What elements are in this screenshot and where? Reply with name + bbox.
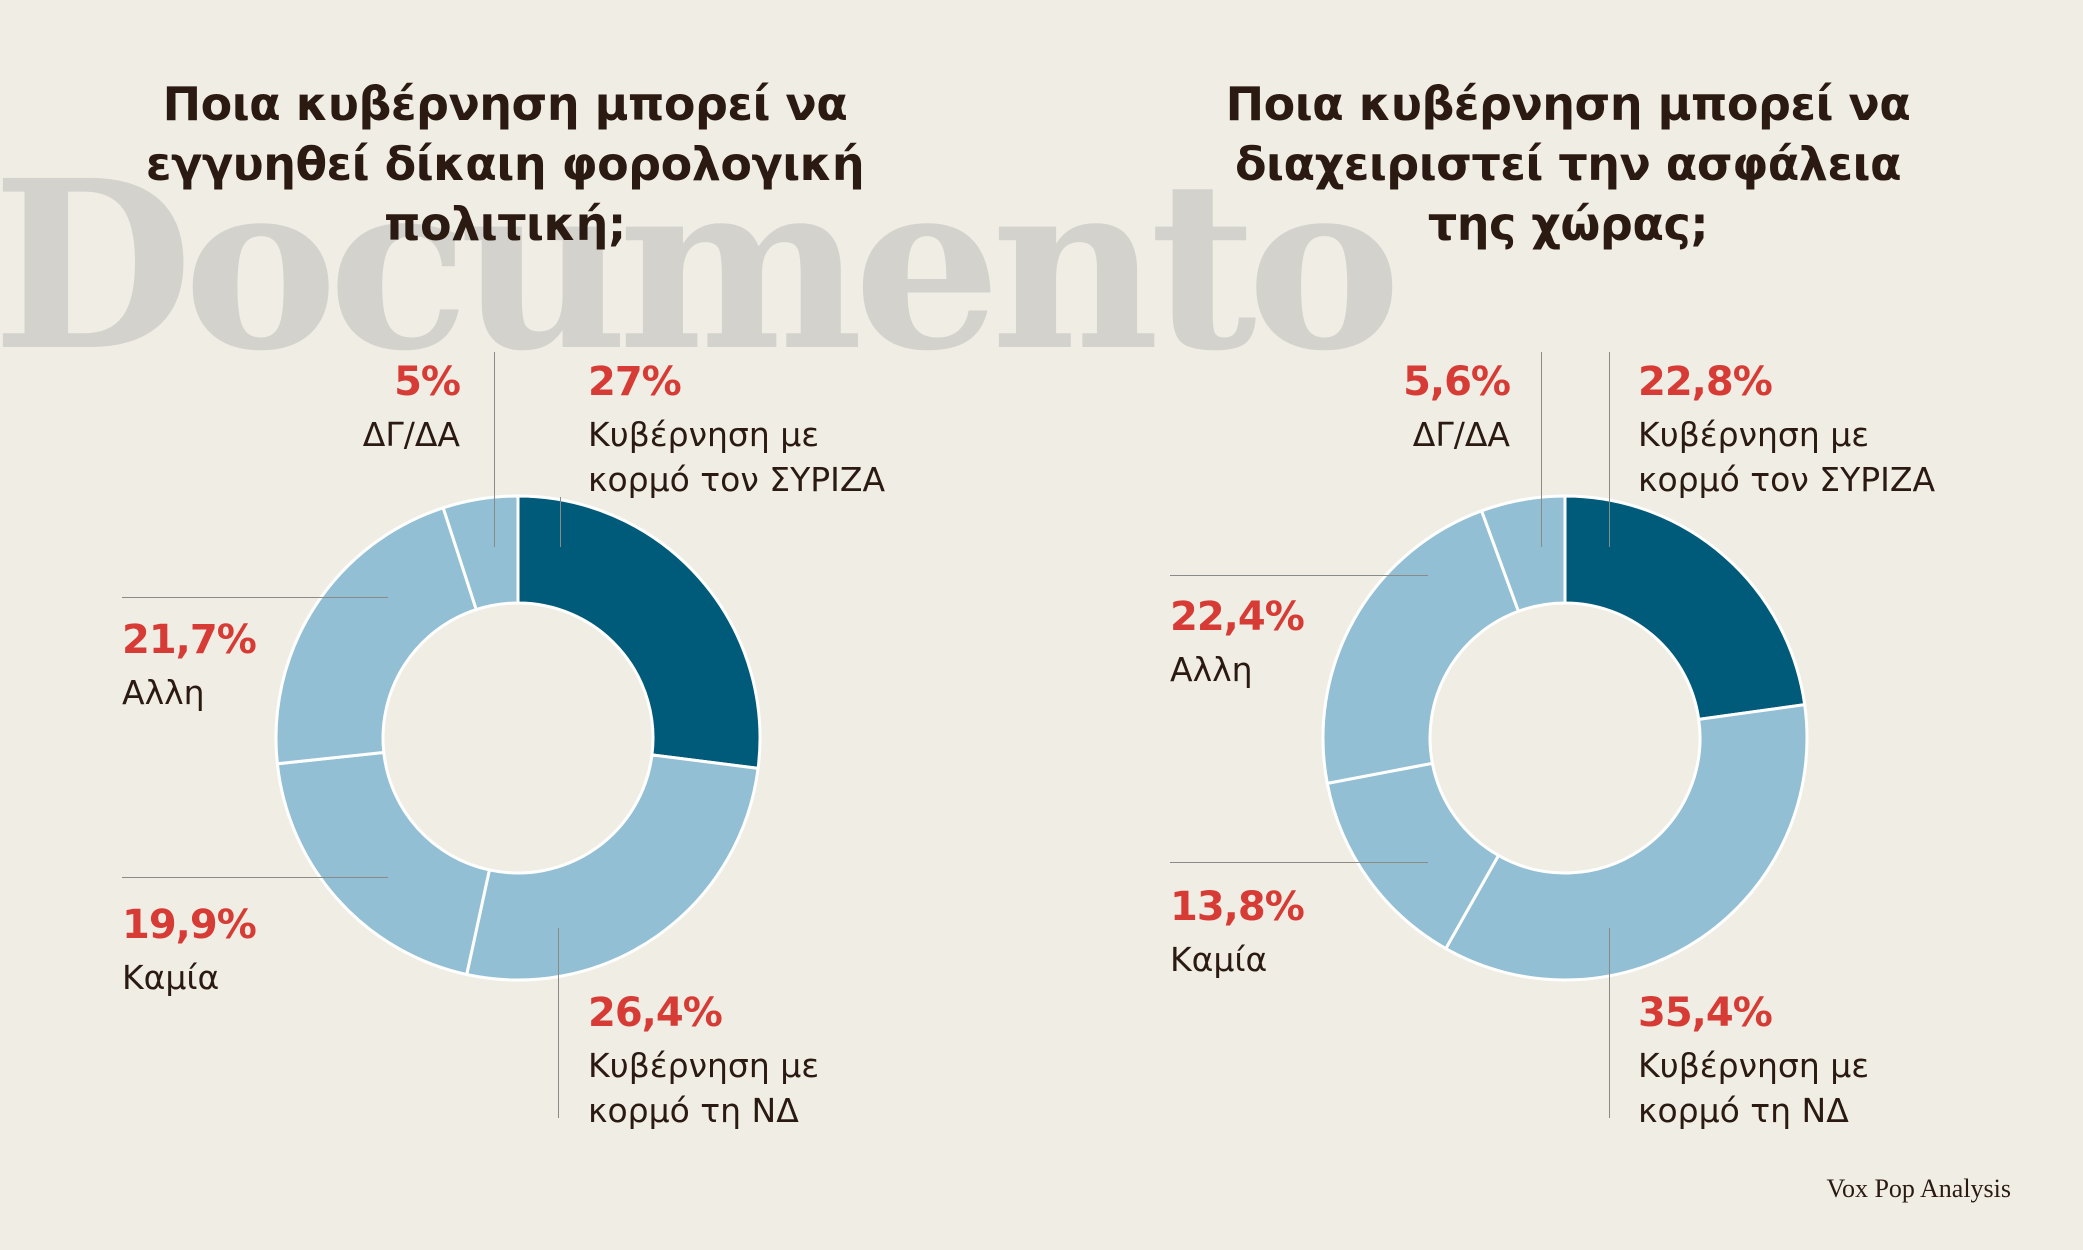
leader-line (1170, 575, 1428, 576)
value-label: 5,6% (1403, 359, 1511, 405)
category-label: Κυβέρνηση με κορμό τη ΝΔ (1638, 1046, 1870, 1130)
label-nd: 26,4% Κυβέρνηση με κορμό τη ΝΔ (588, 993, 848, 1133)
donut-slice-1-1 (516, 494, 762, 771)
category-label: ΔΓ/ΔΑ (362, 415, 460, 454)
label-syriza: 27% Κυβέρνηση με κορμό τον ΣΥΡΙΖΑ (588, 362, 928, 502)
leader-line (122, 597, 388, 598)
value-label: 35,4% (1638, 990, 1773, 1036)
value-label: 22,8% (1638, 359, 1773, 405)
donut-slice-1-3 (275, 750, 492, 977)
donut-slice-1-2 (464, 753, 760, 982)
category-label: Καμία (1170, 940, 1268, 979)
value-label: 21,7% (122, 617, 257, 663)
category-label: Κυβέρνηση με κορμό τη ΝΔ (588, 1046, 820, 1130)
label-none: 13,8% Καμία (1170, 884, 1305, 982)
label-dk-na: 5% ΔΓ/ΔΑ (300, 359, 461, 457)
leader-line (1170, 862, 1428, 863)
label-dk-na: 5,6% ΔΓ/ΔΑ (1350, 359, 1511, 457)
label-other: 21,7% Αλλη (122, 617, 257, 715)
donut-slice-2-1 (1563, 494, 1807, 722)
category-label: Καμία (122, 958, 220, 997)
leader-line (1541, 352, 1542, 547)
leader-line (122, 877, 388, 878)
leader-line (560, 497, 561, 547)
label-nd: 35,4% Κυβέρνηση με κορμό τη ΝΔ (1638, 993, 1898, 1133)
category-label: ΔΓ/ΔΑ (1412, 415, 1510, 454)
leader-line (494, 352, 495, 547)
documento-watermark: Documento (0, 129, 1402, 402)
value-label: 22,4% (1170, 594, 1305, 640)
value-label: 13,8% (1170, 884, 1305, 930)
value-label: 26,4% (588, 990, 723, 1036)
donut-slice-2-2 (1443, 702, 1809, 982)
donut-slice-1-4 (274, 505, 479, 766)
chart-2-title: Ποια κυβέρνηση μπορεί να διαχειριστεί τη… (1225, 77, 1911, 251)
leader-line (1609, 352, 1610, 547)
leader-line (1609, 928, 1610, 1118)
category-label: Αλλη (122, 673, 205, 712)
donut-slice-1-5 (441, 494, 520, 612)
category-label: Κυβέρνηση με κορμό τον ΣΥΡΙΖΑ (1638, 415, 1936, 499)
donut-slice-2-4 (1321, 508, 1521, 786)
label-none: 19,9% Καμία (122, 902, 257, 1000)
donut-slice-2-5 (1479, 494, 1567, 614)
source-credit: Vox Pop Analysis (1826, 1174, 2011, 1203)
label-syriza: 22,8% Κυβέρνηση με κορμό τον ΣΥΡΙΖΑ (1638, 362, 1978, 502)
chart-1-title: Ποια κυβέρνηση μπορεί να εγγυηθεί δίκαιη… (145, 77, 865, 251)
category-label: Κυβέρνηση με κορμό τον ΣΥΡΙΖΑ (588, 415, 886, 499)
value-label: 5% (394, 359, 461, 405)
label-other: 22,4% Αλλη (1170, 594, 1305, 692)
value-label: 19,9% (122, 902, 257, 948)
value-label: 27% (588, 359, 682, 405)
leader-line (558, 928, 559, 1118)
category-label: Αλλη (1170, 650, 1253, 689)
